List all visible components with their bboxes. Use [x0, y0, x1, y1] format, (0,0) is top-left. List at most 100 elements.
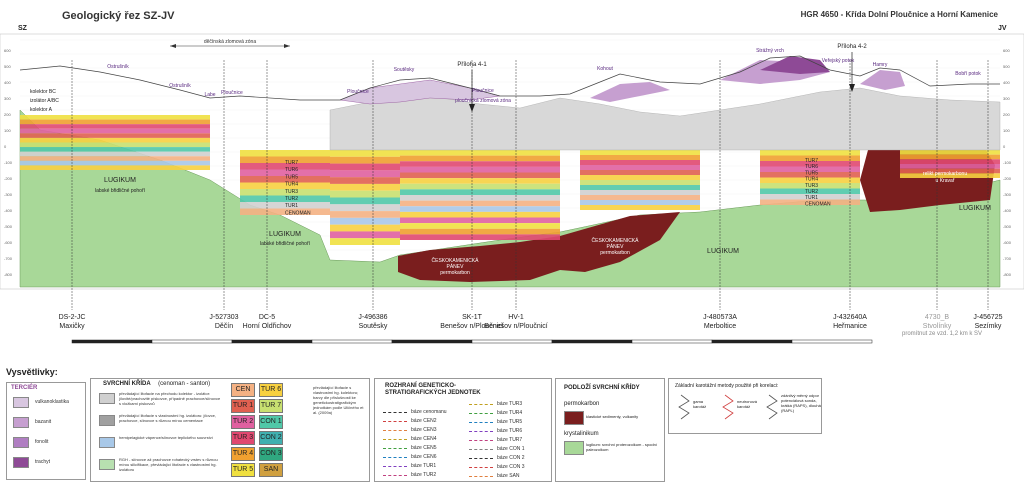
left-axis-tick-label: -100	[4, 160, 13, 165]
right-axis-tick-label: 200	[1003, 112, 1010, 117]
unit-label: LUGIKUM	[959, 205, 991, 212]
block-e-band-2	[580, 160, 700, 165]
tur-label-right: TUR2	[805, 189, 818, 195]
direction-right: JV	[998, 25, 1007, 32]
rozhrani-label: báze TUR4	[497, 410, 523, 416]
zone-label: děčínská zlomová zóna	[204, 39, 256, 45]
scale-segment	[471, 339, 553, 344]
unit-label: LUGIKUM	[707, 248, 739, 255]
left-axis-tick-label: 100	[4, 128, 11, 133]
kryda-label: RGH - slínovce až prachovce rohatecký vr…	[119, 457, 218, 472]
unit-label: permokarbon	[600, 250, 630, 256]
rozhrani-label: báze TUR3	[497, 401, 523, 407]
rozhrani-label: báze CON 1	[497, 446, 525, 452]
block-b-band-0	[240, 150, 330, 157]
geologic-cross-section: 600 600 500 500 400 400 300 300 200 200 100 100 0 0 -1…	[0, 33, 1024, 344]
block-b-band-9	[240, 208, 330, 215]
unit-label: u Kravař	[936, 178, 955, 184]
rozhrani-title: ROZHRANÍ GENETICKO-STRATIGRAFICKÝCH JEDN…	[385, 383, 481, 396]
rozhrani-label: báze CEN3	[411, 427, 437, 433]
block-g-band-4	[900, 168, 1000, 174]
well-place: Děčín	[214, 323, 234, 330]
kryda-subtitle: (cenoman - santon)	[158, 381, 211, 387]
scale-segment	[551, 339, 633, 344]
stratigraphic-code: CEN	[231, 383, 255, 397]
stratigraphic-code: TUR 6	[259, 383, 283, 397]
scale-segment	[791, 339, 873, 344]
block-c-band-4	[330, 177, 400, 184]
tercier-label: vulkanoklastika	[35, 399, 69, 405]
kryda-label: hemipelagické vápence/slínovce teplickéh…	[119, 435, 213, 440]
scale-segment	[71, 339, 153, 344]
well-name: HV-1	[508, 314, 524, 321]
kryda-swatch	[99, 437, 115, 448]
block-c-band-0	[330, 150, 400, 157]
well-place: Maxičky	[59, 323, 85, 330]
well-place: Merboltice	[703, 323, 737, 330]
kryda-swatch	[99, 393, 115, 404]
kryda-label: převládající litofacie s vlastnostmi hg.…	[119, 413, 216, 423]
block-g-band-1	[900, 154, 1000, 160]
block-b-band-7	[240, 195, 330, 202]
collector-label: izolátor A/BC	[30, 98, 59, 104]
left-axis-tick-label: -500	[4, 224, 13, 229]
kryst-swatch	[564, 441, 584, 455]
block-b-band-8	[240, 202, 330, 209]
rozhrani-label: báze CON 2	[497, 455, 525, 461]
scale-segment	[151, 339, 233, 344]
rozhrani-line	[469, 413, 493, 414]
block-c-band-12	[330, 231, 400, 239]
block-d-band-4	[400, 172, 560, 179]
rozhrani-label: báze TUR6	[497, 428, 523, 434]
unit-label: PÁNEV	[447, 263, 465, 270]
priloha-4-2: Příloha 4-2	[837, 44, 867, 50]
rozhrani-line	[469, 458, 493, 459]
block-a-band-8	[20, 151, 210, 157]
kryda-swatch	[99, 415, 115, 426]
block-e-band-9	[580, 195, 700, 200]
topographic-label: Bobří potok	[955, 71, 981, 77]
block-f-band-3	[760, 166, 860, 172]
tur-label-right: TUR5	[805, 170, 818, 176]
rozhrani-label: báze CEN2	[411, 418, 437, 424]
tur-label-left: TUR5	[285, 174, 298, 180]
rozhrani-line	[469, 422, 493, 423]
left-axis-tick-label: 0	[4, 144, 7, 149]
topographic-label: ploučnická zlomová zóna	[455, 98, 511, 104]
rozhrani-line	[469, 404, 493, 405]
well-name: J-432640A	[833, 314, 867, 321]
block-g-band-5	[900, 173, 1000, 178]
perm-title: permokarbon	[564, 401, 600, 407]
tur-label-left: TUR1	[285, 203, 298, 209]
block-d-band-6	[400, 183, 560, 190]
right-axis-tick-label: 300	[1003, 96, 1010, 101]
block-a-band-10	[20, 160, 210, 166]
block-d-band-3	[400, 166, 560, 173]
block-d-band-9	[400, 200, 560, 207]
block-c-band-11	[330, 224, 400, 232]
right-axis-tick-label: -700	[1003, 256, 1012, 261]
block-e-band-8	[580, 190, 700, 195]
right-axis-tick-label: 500	[1003, 64, 1010, 69]
block-b-band-6	[240, 189, 330, 196]
podlozi-title: PODLOŽÍ SVRCHNÍ KŘÍDY	[564, 385, 640, 391]
legend-tercier: TERCIÉR vulkanoklastika bazanit fonolit tra…	[6, 382, 86, 480]
perm-item: klastické sedimenty, vulkanity	[586, 414, 639, 419]
block-d-band-5	[400, 178, 560, 184]
well-place: Soutěsky	[358, 323, 388, 330]
unit-label: LUGIKUM	[269, 231, 301, 238]
legend-rozhrani: ROZHRANÍ GENETICKO-STRATIGRAFICKÝCH JEDN…	[374, 378, 552, 482]
hgr-title: HGR 4650 - Křída Dolní Ploučnice a Horní…	[800, 10, 998, 19]
block-a-band-2	[20, 124, 210, 129]
block-f-band-1	[760, 155, 860, 161]
block-b-band-5	[240, 182, 330, 189]
tertiary-volcanics-4	[760, 56, 830, 74]
legend-heading: Vysvětlivky:	[6, 367, 58, 377]
rozhrani-label: báze TUR1	[411, 463, 437, 469]
topographic-label: Strážný vrch	[756, 48, 784, 54]
section-title: Geologický řez SZ-JV	[62, 10, 175, 22]
legend-karotaz: Základní karotážní metody použité při ko…	[668, 378, 822, 434]
tur-label-right: TUR3	[805, 183, 818, 189]
left-axis-tick-label: 200	[4, 112, 11, 117]
kryst-title: krystalinikum	[564, 431, 599, 437]
